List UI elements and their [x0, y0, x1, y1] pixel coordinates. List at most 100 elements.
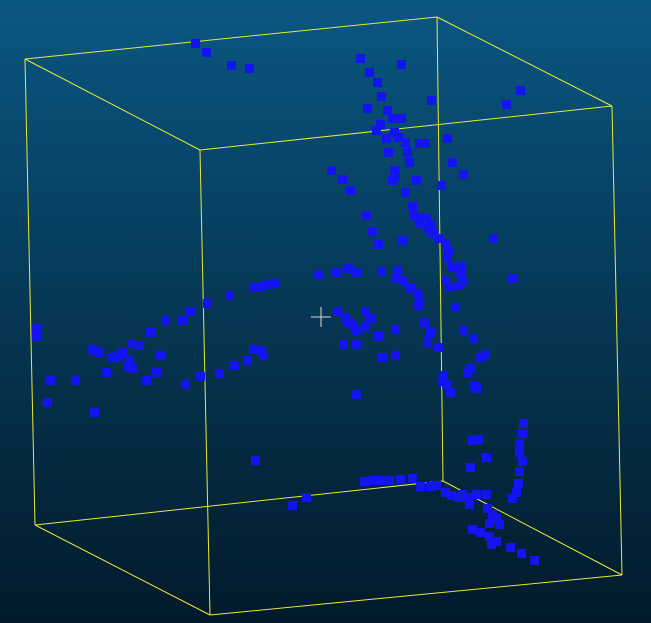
point-marker — [230, 361, 239, 370]
point-marker — [377, 267, 386, 276]
point-marker — [439, 371, 448, 380]
point-marker — [413, 289, 422, 298]
point-marker — [408, 474, 417, 483]
point-marker — [441, 239, 450, 248]
point-marker — [134, 341, 143, 350]
point-marker — [482, 453, 491, 462]
point-marker — [487, 540, 496, 549]
bounding-box-edge — [209, 574, 623, 616]
point-marker — [249, 345, 258, 354]
bounding-box-edge — [24, 16, 438, 60]
point-marker — [302, 493, 311, 502]
point-marker — [178, 316, 187, 325]
point-marker — [391, 351, 400, 360]
point-marker — [443, 254, 452, 263]
point-marker — [414, 301, 423, 310]
point-marker — [489, 234, 498, 243]
point-marker — [374, 240, 383, 249]
point-marker — [368, 227, 377, 236]
bounding-box-edge — [199, 105, 613, 151]
point-marker — [441, 276, 450, 285]
point-marker — [349, 321, 358, 330]
point-marker — [398, 236, 407, 245]
point-marker — [515, 439, 524, 448]
point-marker — [215, 369, 224, 378]
point-marker — [466, 463, 475, 472]
point-marker — [360, 477, 369, 486]
point-marker — [288, 501, 297, 510]
bounding-box-edge — [611, 105, 623, 576]
point-marker — [401, 188, 410, 197]
point-marker — [108, 353, 117, 362]
point-marker — [362, 211, 371, 220]
point-marker — [448, 158, 457, 167]
point-marker — [446, 283, 455, 292]
point-marker — [202, 48, 211, 57]
point-marker — [442, 380, 451, 389]
point-marker — [344, 318, 353, 327]
point-marker — [506, 543, 515, 552]
point-marker — [481, 350, 490, 359]
point-marker — [447, 491, 456, 500]
point-marker — [408, 202, 417, 211]
point-marker — [427, 96, 436, 105]
point-marker — [332, 268, 341, 277]
point-marker — [339, 340, 348, 349]
point-marker — [448, 263, 457, 272]
point-marker — [423, 338, 432, 347]
crosshair-cursor-icon — [311, 307, 331, 327]
point-marker — [125, 356, 134, 365]
point-marker — [456, 262, 465, 271]
point-marker — [382, 134, 391, 143]
point-marker — [257, 346, 266, 355]
bounding-box — [24, 16, 623, 616]
point-marker — [102, 368, 111, 377]
point-marker — [426, 221, 435, 230]
point-marker — [428, 229, 437, 238]
point-marker — [259, 351, 268, 360]
point-marker — [412, 176, 421, 185]
point-marker — [472, 384, 481, 393]
bounding-box-edge — [199, 149, 211, 616]
point-marker — [152, 368, 161, 377]
point-marker — [344, 264, 353, 273]
point-marker — [434, 343, 443, 352]
point-marker — [426, 328, 435, 337]
point-marker — [124, 362, 133, 371]
bounding-box-edge — [436, 16, 444, 482]
point-marker — [314, 270, 323, 279]
point-marker — [129, 364, 138, 373]
point-marker — [366, 314, 375, 323]
point-marker — [508, 494, 517, 503]
point-marker — [249, 283, 258, 292]
point-marker — [451, 303, 460, 312]
point-marker — [181, 380, 190, 389]
point-marker — [384, 148, 393, 157]
point-marker — [476, 353, 485, 362]
bounding-box-edge — [436, 16, 613, 107]
point-marker — [377, 476, 386, 485]
bounding-box-edge — [24, 58, 36, 526]
point-marker — [394, 133, 403, 142]
point-marker — [90, 408, 99, 417]
point-marker — [514, 479, 523, 488]
point-marker — [257, 282, 266, 291]
point-marker — [512, 488, 521, 497]
point-marker — [458, 490, 467, 499]
point-marker — [390, 128, 399, 137]
point-marker — [397, 114, 406, 123]
point-marker — [426, 482, 435, 491]
point-marker — [474, 435, 483, 444]
point-marker — [43, 398, 52, 407]
point-marker — [463, 368, 472, 377]
point-marker — [421, 139, 430, 148]
point-marker — [372, 126, 381, 135]
point-marker — [472, 490, 481, 499]
point-marker — [385, 476, 394, 485]
point-marker — [468, 525, 477, 534]
point-marker — [492, 514, 501, 523]
point-marker — [361, 307, 370, 316]
point-marker — [352, 390, 361, 399]
point-marker — [376, 120, 385, 129]
